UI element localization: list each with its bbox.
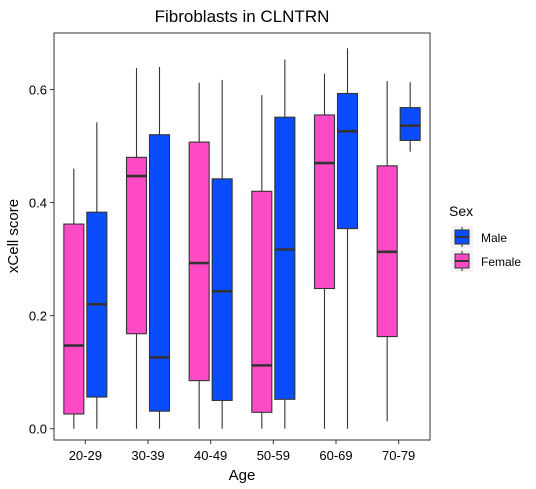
box-male-40-49 bbox=[211, 79, 233, 429]
box-iqr bbox=[211, 178, 233, 401]
box-male-60-69 bbox=[336, 48, 359, 429]
y-tick-label: 0.2 bbox=[29, 309, 47, 324]
box-female-30-39 bbox=[125, 68, 148, 429]
box-iqr bbox=[188, 141, 210, 382]
legend: Sex Male Female bbox=[449, 203, 521, 272]
box-male-20-29 bbox=[86, 122, 108, 429]
box-iqr bbox=[399, 107, 421, 141]
x-axis-label: Age bbox=[229, 467, 256, 484]
y-tick-label: 0.0 bbox=[29, 422, 47, 437]
x-tick-label: 50-59 bbox=[257, 448, 290, 463]
box-female-20-29 bbox=[63, 168, 85, 429]
legend-item-male: Male bbox=[451, 226, 507, 248]
plot-panel bbox=[53, 32, 431, 441]
box-iqr bbox=[336, 92, 359, 230]
box-iqr bbox=[274, 116, 296, 400]
box-iqr bbox=[125, 156, 148, 335]
x-tick-label: 60-69 bbox=[319, 448, 352, 463]
x-tick-label: 30-39 bbox=[131, 448, 164, 463]
y-axis: 0.0 0.2 0.4 0.6 bbox=[29, 83, 54, 437]
legend-label: Female bbox=[481, 255, 521, 269]
box-iqr bbox=[251, 190, 273, 413]
box-male-50-59 bbox=[274, 59, 296, 429]
box-female-60-69 bbox=[313, 73, 336, 429]
legend-item-female: Female bbox=[451, 250, 521, 272]
box-male-70-79 bbox=[399, 82, 421, 152]
x-tick-label: 40-49 bbox=[194, 448, 227, 463]
box-female-70-79 bbox=[376, 81, 398, 422]
box-male-30-39 bbox=[148, 66, 171, 429]
box-female-50-59 bbox=[251, 95, 273, 429]
y-tick-label: 0.6 bbox=[29, 83, 47, 98]
box-iqr bbox=[313, 114, 336, 290]
legend-label: Male bbox=[481, 231, 507, 245]
box-iqr bbox=[148, 134, 171, 412]
x-axis: 20-29 30-39 40-49 50-59 60-69 70-79 bbox=[69, 440, 415, 463]
box-iqr bbox=[63, 223, 85, 415]
boxes-layer bbox=[63, 48, 421, 429]
chart-title: Fibroblasts in CLNTRN bbox=[155, 7, 330, 26]
legend-title: Sex bbox=[449, 203, 473, 219]
y-tick-label: 0.4 bbox=[29, 196, 47, 211]
box-female-40-49 bbox=[188, 82, 210, 429]
y-axis-label: xCell score bbox=[5, 199, 22, 273]
x-tick-label: 70-79 bbox=[382, 448, 415, 463]
x-tick-label: 20-29 bbox=[69, 448, 102, 463]
